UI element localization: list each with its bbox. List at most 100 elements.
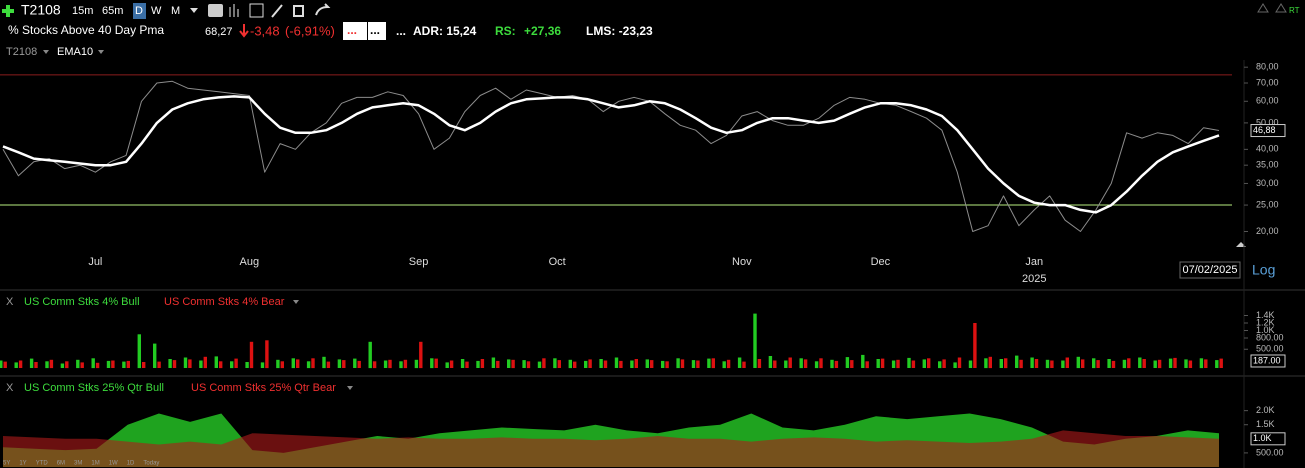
legend-entry[interactable]: US Comm Stks 25% Qtr Bear [191, 382, 336, 394]
badge-dots: ... [370, 23, 380, 37]
bar [707, 358, 711, 368]
last-value-box [1250, 354, 1286, 368]
range-button[interactable]: Today [143, 461, 159, 467]
bar [1122, 359, 1127, 369]
bar [753, 313, 757, 368]
x-tick-label: Nov [732, 256, 752, 268]
range-buttons: 5Y 1Y YTD 6M 3M 1M 1W 1D Today [3, 461, 159, 467]
last-value-box [1250, 432, 1286, 446]
x-year-label: 2025 [1022, 273, 1046, 285]
legend-entry[interactable]: US Comm Stks 4% Bull [24, 296, 140, 308]
bar [29, 358, 34, 368]
symbol[interactable]: T2108 [21, 2, 61, 18]
timeframe[interactable]: W [151, 5, 162, 17]
range-button[interactable]: 1W [109, 461, 118, 467]
change: -3,48 [250, 23, 280, 38]
bar [322, 356, 326, 369]
bar [742, 361, 746, 368]
y-tick-label: 30,00 [1256, 178, 1279, 188]
y-tick-label: 80,00 [1256, 62, 1279, 72]
bar [938, 361, 942, 369]
bar [619, 360, 623, 368]
legend-entry[interactable]: US Comm Stks 4% Bear [164, 296, 285, 308]
bar [414, 359, 419, 369]
star-icon[interactable] [1257, 3, 1287, 13]
bar [861, 354, 865, 368]
bar [599, 359, 603, 368]
bar [34, 362, 38, 368]
bar [722, 361, 726, 369]
bar [953, 362, 957, 368]
tool-icon[interactable] [229, 4, 239, 17]
bar [830, 359, 834, 369]
panel-close[interactable]: X [6, 382, 14, 394]
y-tick-label: 50,00 [1256, 117, 1279, 127]
range-button[interactable]: YTD [36, 461, 49, 467]
timeframe[interactable]: D [135, 5, 143, 17]
bar [95, 362, 100, 369]
dropdown-icon[interactable] [347, 386, 353, 390]
legend-entry[interactable]: EMA10 [57, 46, 93, 58]
range-button[interactable]: 6M [57, 461, 65, 467]
bar [388, 359, 392, 369]
range-button[interactable]: 1Y [19, 461, 26, 467]
bar [1061, 360, 1065, 368]
bar [480, 359, 485, 368]
y-tick-label: 500.00 [1256, 344, 1284, 354]
bar [1138, 357, 1142, 368]
panel-close[interactable]: X [6, 296, 14, 308]
timeframe[interactable]: 15m [72, 5, 93, 17]
last-price: 68,27 [205, 26, 233, 38]
tool-icon[interactable] [249, 3, 264, 18]
bar [1034, 359, 1039, 368]
timeframe[interactable]: 65m [102, 5, 123, 17]
bar [449, 360, 454, 368]
bar [245, 362, 249, 368]
y-tick-label: 25,00 [1256, 199, 1279, 209]
bar [1127, 358, 1131, 369]
indicator-title: % Stocks Above 40 Day Pma [8, 23, 164, 37]
dropdown-icon[interactable] [190, 8, 198, 13]
bar [1045, 359, 1050, 369]
bar [49, 359, 54, 369]
range-button[interactable]: 3M [74, 461, 82, 467]
bar [630, 360, 634, 368]
y-tick-label: 1.0K [1256, 325, 1275, 335]
bar [537, 361, 542, 368]
bar [999, 359, 1003, 368]
log-toggle[interactable]: Log [1252, 262, 1275, 278]
bar [342, 360, 346, 368]
legend-entry[interactable]: US Comm Stks 25% Qtr Bull [24, 382, 164, 394]
bar [430, 358, 434, 369]
bar [122, 361, 126, 368]
bar [553, 358, 557, 369]
bar [1019, 359, 1023, 369]
bar [911, 360, 916, 368]
timeframe[interactable]: M [171, 5, 180, 17]
date-label: 07/02/2025 [1182, 264, 1237, 276]
add-icon[interactable] [2, 5, 14, 17]
bar [276, 359, 280, 369]
bar [1076, 356, 1080, 369]
bar [834, 360, 839, 368]
x-tick-label: Aug [239, 256, 259, 268]
dropdown-icon[interactable] [98, 50, 104, 54]
bar [1168, 358, 1173, 368]
range-button[interactable]: 1D [127, 461, 135, 467]
bar [234, 358, 238, 368]
date-box [1179, 261, 1241, 279]
dropdown-icon[interactable] [293, 300, 299, 304]
bar [1096, 360, 1100, 368]
range-button[interactable]: 1M [91, 461, 99, 467]
dropdown-icon[interactable] [43, 50, 49, 54]
bar [1107, 359, 1111, 368]
range-button[interactable]: 5Y [3, 461, 10, 467]
tool-icon[interactable] [271, 3, 331, 18]
bar [368, 341, 372, 369]
y-tick-label: 40,00 [1256, 144, 1279, 154]
legend-entry[interactable]: T2108 [6, 46, 37, 58]
bar [172, 360, 177, 368]
tool-icon[interactable] [208, 4, 223, 17]
